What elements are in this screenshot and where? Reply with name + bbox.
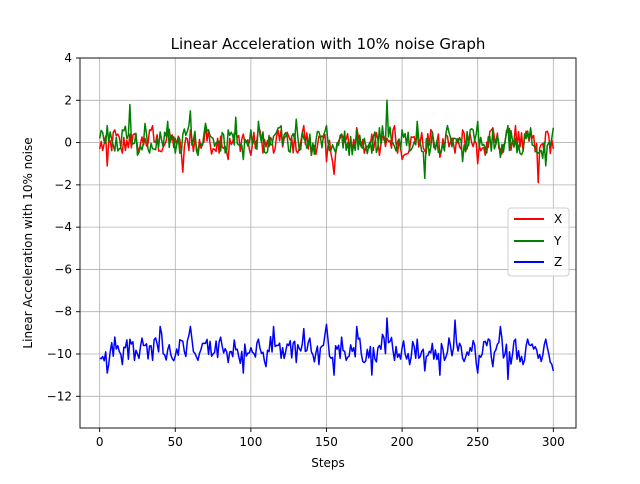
y-tick-label: −6 xyxy=(54,262,72,276)
legend-label-z: Z xyxy=(554,255,562,269)
x-tick-label: 0 xyxy=(96,435,104,449)
y-tick-label: −4 xyxy=(54,220,72,234)
y-axis-label: Linear Acceleration with 10% noise xyxy=(21,137,35,348)
y-tick-label: −10 xyxy=(47,347,72,361)
series-lines xyxy=(98,99,555,381)
y-tick-label: −12 xyxy=(47,389,72,403)
x-axis-ticks: 0 50 100 150 200 250 300 xyxy=(96,428,565,449)
y-tick-label: −2 xyxy=(54,178,72,192)
y-tick-label: 0 xyxy=(64,136,72,150)
x-tick-label: 200 xyxy=(391,435,414,449)
x-axis-label: Steps xyxy=(311,456,345,470)
series-line-x xyxy=(98,122,555,184)
legend: X Y Z xyxy=(507,207,570,277)
y-axis-ticks: 4 2 0 −2 −4 −6 −8 −10 −12 xyxy=(47,51,80,403)
x-tick-label: 300 xyxy=(542,435,565,449)
x-tick-label: 250 xyxy=(466,435,489,449)
y-tick-label: 4 xyxy=(64,51,72,65)
x-tick-label: 50 xyxy=(168,435,183,449)
chart-title: Linear Acceleration with 10% noise Graph xyxy=(171,35,486,53)
x-tick-label: 150 xyxy=(315,435,338,449)
legend-label-x: X xyxy=(554,212,562,226)
series-line-y xyxy=(98,99,555,180)
plot-area-frame xyxy=(79,57,577,429)
legend-label-y: Y xyxy=(553,234,562,248)
y-tick-label: 2 xyxy=(64,93,72,107)
y-tick-label: −8 xyxy=(54,305,72,319)
series-line-z xyxy=(99,317,555,381)
x-tick-label: 100 xyxy=(239,435,262,449)
